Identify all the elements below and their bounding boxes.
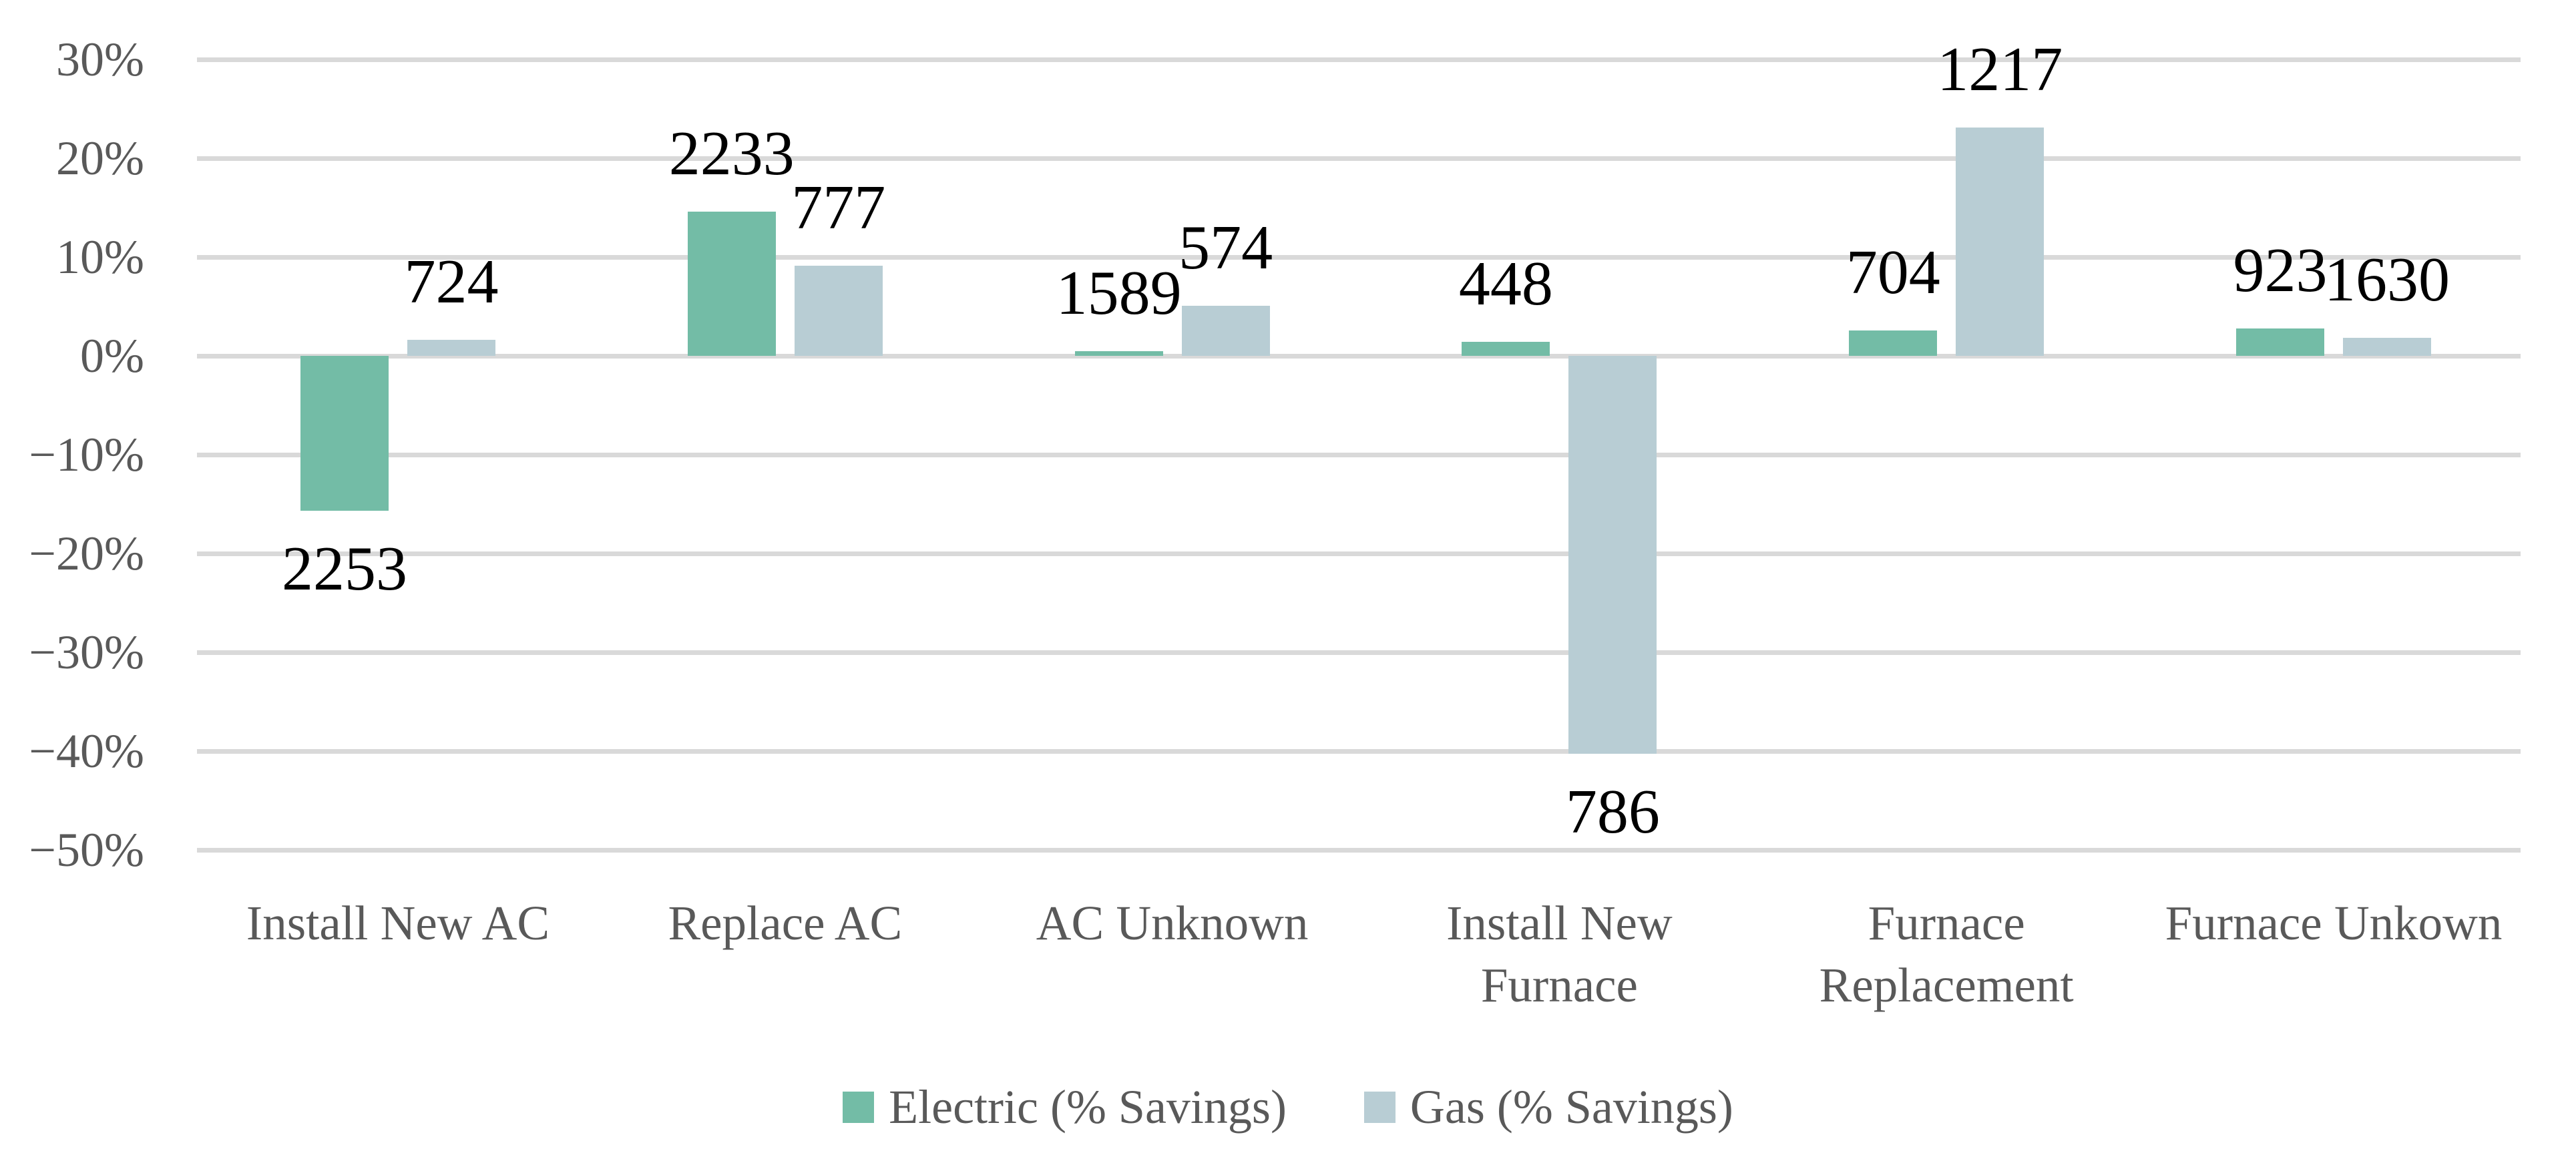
y-axis-tick-label: 20% (56, 132, 144, 185)
bar-electric-4 (1849, 330, 1938, 356)
bar-electric-2 (1074, 351, 1163, 356)
data-label-electric-4: 704 (1846, 237, 1940, 307)
category-label-0: Install New AC (246, 896, 550, 950)
gridline (197, 650, 2521, 655)
category-label-4: Furnace Replacement (1819, 896, 2074, 1012)
data-label-gas-5: 1630 (2324, 245, 2450, 315)
data-label-gas-3: 786 (1565, 777, 1660, 847)
data-label-electric-0: 2253 (282, 534, 407, 604)
data-label-electric-5: 923 (2233, 235, 2328, 305)
gridline (197, 156, 2521, 161)
y-axis-tick-label: −30% (29, 626, 144, 679)
gridline (197, 551, 2521, 556)
bar-gas-2 (1181, 305, 1270, 356)
bar-gas-0 (407, 340, 495, 356)
y-axis-tick-label: −10% (29, 428, 144, 481)
legend-item-gas: Gas (% Savings) (1363, 1078, 1733, 1136)
y-axis-tick-label: −50% (29, 823, 144, 877)
data-label-electric-3: 448 (1458, 249, 1553, 319)
data-label-gas-1: 777 (791, 173, 886, 243)
data-label-gas-4: 1217 (1937, 35, 2063, 105)
data-label-gas-2: 574 (1178, 212, 1273, 282)
bar-electric-1 (687, 211, 776, 356)
category-label-5: Furnace Unkown (2165, 896, 2503, 950)
bar-gas-5 (2343, 338, 2431, 356)
y-axis-tick-label: −40% (29, 724, 144, 778)
electric-series-swatch-icon (843, 1091, 875, 1123)
data-label-electric-1: 2233 (668, 118, 795, 188)
gas-series-swatch-icon (1363, 1091, 1396, 1123)
data-label-gas-0: 724 (404, 247, 499, 317)
gridline (197, 452, 2521, 457)
legend-label-gas: Gas (% Savings) (1410, 1080, 1733, 1134)
legend-item-electric: Electric (% Savings) (843, 1078, 1287, 1136)
gridline (197, 748, 2521, 754)
gridline (197, 353, 2521, 359)
category-label-3: Install New Furnace (1446, 896, 1673, 1012)
y-axis-tick-label: −20% (29, 527, 144, 580)
bar-gas-4 (1956, 128, 2045, 356)
legend-label-electric: Electric (% Savings) (889, 1080, 1287, 1134)
gridline (197, 254, 2521, 260)
bar-electric-3 (1462, 342, 1550, 356)
y-axis-tick-label: 10% (56, 230, 144, 284)
data-label-electric-2: 1589 (1056, 258, 1182, 328)
y-axis-tick-label: 30% (56, 33, 144, 86)
bar-electric-0 (300, 356, 389, 511)
bar-electric-5 (2236, 328, 2324, 356)
legend: Electric (% Savings) Gas (% Savings) (0, 1074, 2576, 1140)
gridline (197, 847, 2521, 853)
y-axis-tick-label: 0% (80, 329, 144, 383)
category-label-1: Replace AC (668, 896, 903, 950)
bar-gas-3 (1568, 356, 1657, 754)
category-label-2: AC Unknown (1036, 896, 1309, 950)
bar-gas-1 (794, 266, 883, 356)
gridline (197, 57, 2521, 62)
